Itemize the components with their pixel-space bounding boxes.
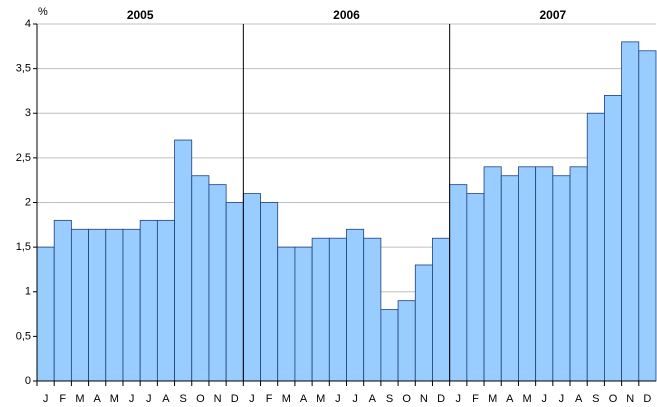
bar bbox=[208, 184, 227, 382]
y-tick-label: 0,5 bbox=[16, 330, 31, 342]
bar bbox=[449, 184, 468, 382]
x-tick-label: A bbox=[506, 393, 514, 405]
bar bbox=[466, 193, 485, 382]
bar bbox=[518, 166, 537, 382]
bar bbox=[191, 175, 210, 382]
x-tick-label: J bbox=[146, 393, 152, 405]
bar bbox=[122, 228, 141, 382]
x-tick-label: M bbox=[488, 393, 497, 405]
bar bbox=[346, 228, 365, 382]
x-tick-label: J bbox=[541, 393, 547, 405]
y-tick-label: 1,5 bbox=[16, 241, 31, 253]
bar bbox=[483, 166, 502, 382]
x-tick-label: O bbox=[196, 393, 205, 405]
y-tick-label: 3,5 bbox=[16, 63, 31, 75]
x-tick-label: J bbox=[249, 393, 255, 405]
x-tick-label: S bbox=[386, 393, 393, 405]
x-tick-label: N bbox=[214, 393, 222, 405]
x-tick-label: A bbox=[162, 393, 170, 405]
bar bbox=[500, 175, 519, 382]
x-tick-label: N bbox=[420, 393, 428, 405]
bar bbox=[53, 219, 72, 382]
bar bbox=[36, 246, 55, 382]
x-tick-label: J bbox=[352, 393, 358, 405]
bar bbox=[535, 166, 554, 382]
x-tick-label: A bbox=[575, 393, 583, 405]
x-tick-label: D bbox=[643, 393, 651, 405]
x-tick-label: M bbox=[282, 393, 291, 405]
x-tick-label: A bbox=[300, 393, 308, 405]
x-tick-label: J bbox=[456, 393, 462, 405]
x-tick-label: J bbox=[43, 393, 49, 405]
bar bbox=[328, 237, 347, 382]
y-tick-label: 0 bbox=[25, 375, 31, 387]
x-tick-label: S bbox=[592, 393, 599, 405]
x-tick-label: D bbox=[437, 393, 445, 405]
bar bbox=[225, 202, 244, 382]
bar bbox=[88, 228, 107, 382]
x-tick-label: M bbox=[110, 393, 119, 405]
x-tick-label: M bbox=[316, 393, 325, 405]
bar bbox=[621, 41, 640, 382]
x-tick-label: D bbox=[231, 393, 239, 405]
y-tick-label: 3 bbox=[25, 107, 31, 119]
x-tick-label: F bbox=[59, 393, 66, 405]
bar bbox=[638, 50, 657, 382]
x-tick-label: O bbox=[402, 393, 411, 405]
bar bbox=[105, 228, 124, 382]
bar bbox=[174, 139, 193, 382]
bar bbox=[277, 246, 296, 382]
bar bbox=[604, 95, 623, 382]
bar bbox=[363, 237, 382, 382]
x-tick-label: J bbox=[129, 393, 135, 405]
bar bbox=[432, 237, 451, 382]
y-tick-label: 1 bbox=[25, 286, 31, 298]
x-tick-label: F bbox=[266, 393, 273, 405]
y-tick-label: 2 bbox=[25, 196, 31, 208]
bar bbox=[552, 175, 571, 382]
x-tick-label: J bbox=[335, 393, 341, 405]
x-tick-label: O bbox=[609, 393, 618, 405]
bar bbox=[380, 309, 399, 382]
bar bbox=[139, 219, 158, 382]
y-tick-label: 2,5 bbox=[16, 152, 31, 164]
x-tick-label: S bbox=[179, 393, 186, 405]
bar bbox=[586, 112, 605, 382]
bar bbox=[294, 246, 313, 382]
bar bbox=[414, 264, 433, 382]
x-tick-label: A bbox=[94, 393, 102, 405]
x-tick-label: M bbox=[75, 393, 84, 405]
year-label: 2007 bbox=[539, 8, 566, 22]
bar bbox=[242, 193, 261, 382]
bar bbox=[260, 202, 279, 382]
x-tick-label: N bbox=[626, 393, 634, 405]
bar bbox=[569, 166, 588, 382]
y-tick-label: 4 bbox=[25, 18, 31, 30]
year-label: 2005 bbox=[127, 8, 154, 22]
bar bbox=[70, 228, 89, 382]
x-tick-label: A bbox=[369, 393, 377, 405]
x-tick-label: F bbox=[472, 393, 479, 405]
bar bbox=[156, 219, 175, 382]
x-tick-label: M bbox=[522, 393, 531, 405]
bar bbox=[311, 237, 330, 382]
y-axis-label: % bbox=[38, 6, 48, 18]
x-tick-label: J bbox=[559, 393, 565, 405]
year-label: 2006 bbox=[333, 8, 360, 22]
bar bbox=[397, 300, 416, 382]
